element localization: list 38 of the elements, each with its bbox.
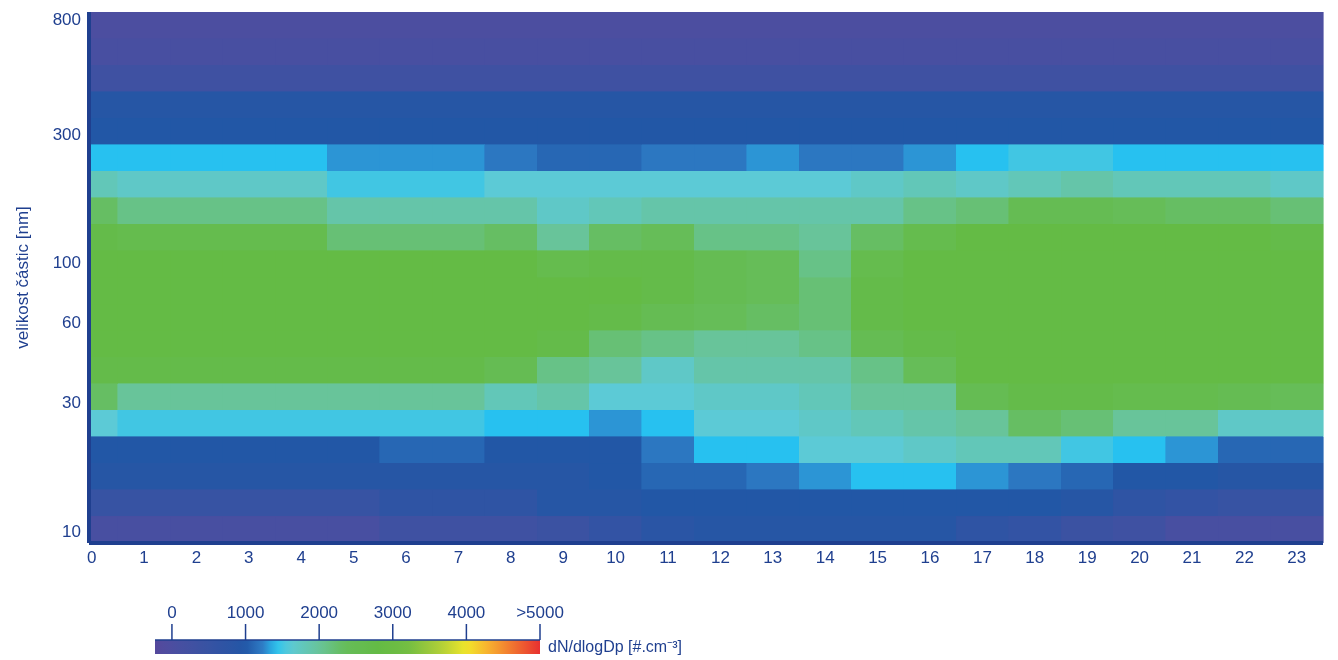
x-tick-label: 2 xyxy=(191,548,202,568)
x-tick-label: 14 xyxy=(815,548,835,568)
color-bar-label: >5000 xyxy=(516,603,564,622)
y-tick-label: 800 xyxy=(52,10,81,30)
y-axis-title: velikost částic [nm] xyxy=(13,206,33,349)
color-bar-label: 4000 xyxy=(447,603,486,622)
x-tick-label: 21 xyxy=(1182,548,1202,568)
x-tick-label: 9 xyxy=(558,548,568,568)
x-tick-label: 19 xyxy=(1077,548,1097,568)
x-tick-label: 17 xyxy=(972,548,992,568)
y-tick-label: 300 xyxy=(52,124,81,144)
y-tick-label: 60 xyxy=(62,312,81,332)
x-tick-label: 20 xyxy=(1130,548,1150,568)
x-tick-label: 15 xyxy=(868,548,888,568)
color-bar-label: 3000 xyxy=(373,603,412,622)
x-tick-label: 3 xyxy=(244,548,254,568)
x-tick-label: 16 xyxy=(920,548,940,568)
color-bar-label: 1000 xyxy=(226,603,265,622)
x-tick-label: 7 xyxy=(453,548,464,568)
x-tick-label: 8 xyxy=(506,548,516,568)
x-tick-label: 4 xyxy=(296,548,306,568)
color-bar-label: 0 xyxy=(167,603,177,622)
y-tick-label: 10 xyxy=(62,521,81,541)
x-tick-label: 13 xyxy=(763,548,783,568)
x-tick-label: 11 xyxy=(659,548,677,568)
x-tick-label: 18 xyxy=(1025,548,1045,568)
x-tick-label: 22 xyxy=(1234,548,1254,568)
x-tick-label: 0 xyxy=(86,548,97,568)
x-tick-label: 23 xyxy=(1287,548,1307,568)
x-tick-label: 12 xyxy=(710,548,730,568)
y-tick-label: 30 xyxy=(62,393,81,413)
x-tick-label: 1 xyxy=(139,548,149,568)
color-bar-label: 2000 xyxy=(300,603,339,622)
color-bar-title: dN/dlogDp [#.cm⁻³] xyxy=(548,638,682,655)
y-tick-label: 100 xyxy=(52,252,81,272)
x-tick-label: 5 xyxy=(348,548,359,568)
x-tick-label: 6 xyxy=(401,548,411,568)
x-tick-label: 10 xyxy=(606,548,626,568)
